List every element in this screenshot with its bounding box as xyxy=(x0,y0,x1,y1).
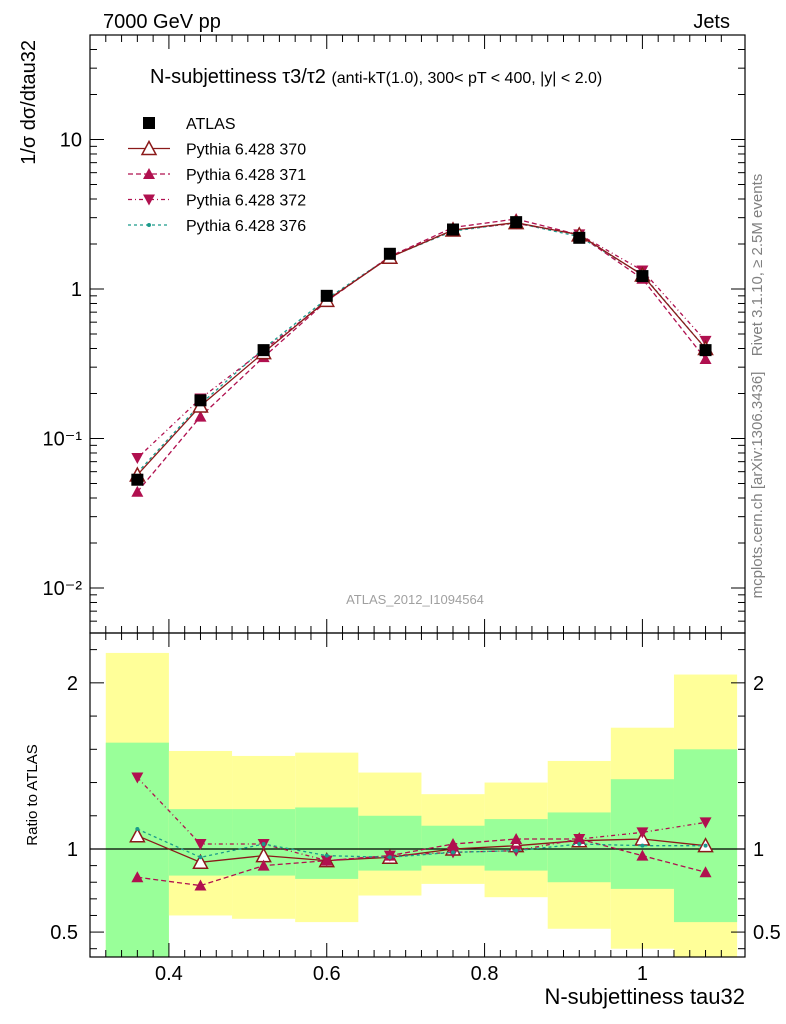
main-y-tick-label: 10⁻² xyxy=(43,578,83,600)
x-tick-label: 1 xyxy=(637,963,648,985)
main-y-tick-label: 10 xyxy=(60,129,82,151)
ratio-point-pythia-6-428-372 xyxy=(573,834,586,846)
ratio-point-pythia-6-428-376 xyxy=(135,827,140,832)
legend-marker-pythia-6-428-371 xyxy=(143,168,155,179)
ratio-line-pythia-6-428-371 xyxy=(137,838,706,887)
ratio-y-tick-label-left: 2 xyxy=(67,673,78,695)
ratio-point-pythia-6-428-371 xyxy=(194,879,207,891)
main-point-atlas xyxy=(573,231,586,244)
legend-label-pythia-6-428-371: Pythia 6.428 371 xyxy=(186,167,306,184)
ratio-point-pythia-6-428-372 xyxy=(699,817,712,829)
legend-label-atlas: ATLAS xyxy=(186,116,236,133)
legend-label-pythia-6-428-376: Pythia 6.428 376 xyxy=(186,218,306,235)
source-label: mcplots.cern.ch [arXiv:1306.3436] xyxy=(749,372,766,599)
main-point-atlas xyxy=(257,344,270,357)
ratio-point-pythia-6-428-372 xyxy=(131,772,144,784)
main-line-pythia-6-428-372 xyxy=(136,222,707,459)
header-process: Jets xyxy=(693,11,730,33)
legend-marker-atlas xyxy=(143,117,155,129)
ratio-point-pythia-6-428-371 xyxy=(636,849,649,861)
ratio-y-tick-label-left: 0.5 xyxy=(50,922,78,944)
panel-title: N-subjettiness τ3/τ2 (anti-kT(1.0), 300<… xyxy=(150,66,602,88)
ratio-plot-frame xyxy=(89,632,746,958)
ratio-point-pythia-6-428-376 xyxy=(703,843,708,848)
ratio-point-pythia-6-428-372 xyxy=(636,827,649,839)
panel-title-note: (anti-kT(1.0), 300< pT < 400, |y| < 2.0) xyxy=(331,70,602,87)
x-tick-label: 0.8 xyxy=(471,963,499,985)
ratio-point-pythia-6-428-372 xyxy=(194,839,207,851)
main-y-axis-label: 1/σ dσ/dtau32 xyxy=(18,40,40,165)
rivet-label: Rivet 3.1.10, ≥ 2.5M events xyxy=(749,174,766,357)
main-point-atlas xyxy=(320,289,333,302)
legend-label-pythia-6-428-372: Pythia 6.428 372 xyxy=(186,193,306,210)
x-axis-label: N-subjettiness tau32 xyxy=(544,984,745,1009)
main-point-atlas xyxy=(383,247,396,260)
main-point-atlas xyxy=(636,270,649,283)
ratio-y-tick-label-right: 2 xyxy=(753,673,764,695)
ratio-point-pythia-6-428-376 xyxy=(451,850,456,855)
main-point-pythia-6-428-371 xyxy=(699,353,712,365)
ratio-line-pythia-6-428-370 xyxy=(137,835,706,863)
legend-label-pythia-6-428-370: Pythia 6.428 370 xyxy=(186,142,306,159)
main-point-pythia-6-428-371 xyxy=(194,410,207,422)
ratio-point-pythia-6-428-371 xyxy=(510,833,523,845)
main-point-atlas xyxy=(131,473,144,486)
ratio-point-pythia-6-428-376 xyxy=(324,853,329,858)
ratio-line-pythia-6-428-376 xyxy=(137,828,706,858)
main-point-atlas xyxy=(447,223,460,236)
ratio-y-tick-label-right: 0.5 xyxy=(753,922,781,944)
legend-marker-pythia-6-428-372 xyxy=(143,194,155,206)
main-line-pythia-6-428-370 xyxy=(136,221,707,476)
main-point-pythia-6-428-371 xyxy=(131,485,144,497)
ratio-point-pythia-6-428-376 xyxy=(387,855,392,860)
ratio-point-pythia-6-428-376 xyxy=(514,848,519,853)
legend-marker-pythia-6-428-370 xyxy=(140,139,158,156)
main-y-tick-label: 10⁻¹ xyxy=(43,428,83,450)
ratio-point-pythia-6-428-372 xyxy=(320,855,333,867)
legend-marker-pythia-6-428-376 xyxy=(147,223,151,227)
ratio-line-pythia-6-428-372 xyxy=(136,777,706,862)
main-line-pythia-6-428-371 xyxy=(136,218,707,493)
ratio-y-tick-label-right: 1 xyxy=(753,839,764,861)
ratio-point-pythia-6-428-371 xyxy=(699,866,712,878)
x-tick-label: 0.6 xyxy=(313,963,341,985)
x-tick-label: 0.4 xyxy=(155,963,183,985)
main-point-pythia-6-428-372 xyxy=(131,453,144,465)
main-point-atlas xyxy=(194,394,207,407)
ratio-point-pythia-6-428-376 xyxy=(261,842,266,847)
ratio-y-tick-label-left: 1 xyxy=(67,839,78,861)
ratio-band-inner xyxy=(295,807,359,879)
ratio-point-pythia-6-428-371 xyxy=(257,859,270,871)
main-point-atlas xyxy=(699,344,712,357)
main-y-tick-label: 1 xyxy=(71,279,82,301)
ratio-point-pythia-6-428-371 xyxy=(131,871,144,883)
ratio-band-inner xyxy=(673,749,738,923)
ratio-point-pythia-6-428-376 xyxy=(640,843,645,848)
ratio-point-pythia-6-428-370 xyxy=(192,853,209,870)
header-energy: 7000 GeV pp xyxy=(103,11,221,33)
ratio-y-axis-label: Ratio to ATLAS xyxy=(24,744,41,845)
analysis-watermark: ATLAS_2012_I1094564 xyxy=(346,592,484,607)
ratio-point-pythia-6-428-376 xyxy=(198,855,203,860)
ratio-point-pythia-6-428-370 xyxy=(129,827,146,843)
ratio-point-pythia-6-428-371 xyxy=(447,838,460,850)
main-point-atlas xyxy=(510,216,523,229)
ratio-point-pythia-6-428-376 xyxy=(577,842,582,847)
